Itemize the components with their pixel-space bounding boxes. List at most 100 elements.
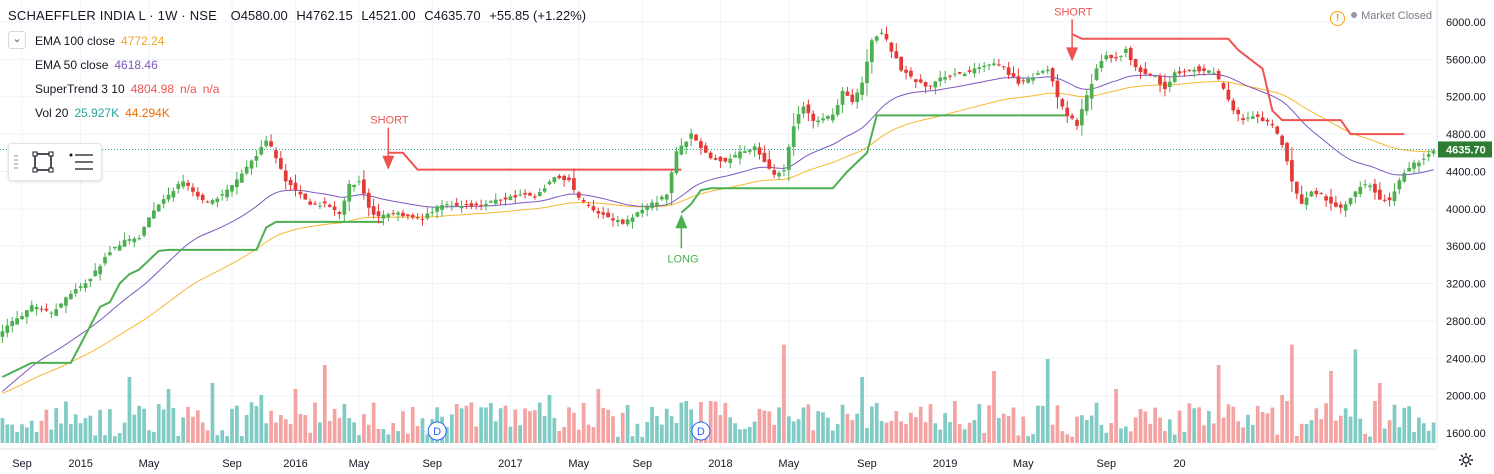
candle-down [1075,120,1079,126]
indicator-name: SuperTrend 3 10 [35,82,125,96]
candle-up [1250,116,1255,119]
symbol-title[interactable]: SCHAEFFLER INDIA L · 1W · NSE [8,8,218,23]
candle-up [552,177,557,183]
candle-up [73,289,78,294]
volume-bar [913,417,918,443]
candle-down [591,206,596,211]
candle-down [1060,99,1065,107]
candle-down [1329,196,1333,204]
candle-down [1324,196,1328,201]
ema-100-line [2,80,1434,394]
volume-bar [1138,408,1143,443]
candle-up [108,252,112,256]
volume-bar [1387,420,1392,443]
price-tick-label: 5600.00 [1446,54,1486,66]
volume-bar [948,422,952,443]
candle-down [1070,115,1074,119]
volume-bar [1045,359,1050,443]
candle-down [1260,117,1265,122]
volume-bar [464,405,469,443]
volume-bar [581,402,586,443]
volume-bar [874,402,879,443]
volume-bar [996,417,1001,443]
volume-bar [884,422,889,443]
open-value: O4580.00 [230,8,288,23]
volume-bar [459,408,464,443]
volume-bar [332,408,337,443]
candle-up [459,206,464,209]
price-axis[interactable]: 6000.00 5600.00 5200.00 4800.00 4400.00 4000.… [0,0,1492,448]
volume-bar [1231,406,1236,443]
volume-bar [977,404,982,443]
gear-icon[interactable] [1458,452,1474,468]
legend-supertrend[interactable]: SuperTrend 3 10 4804.98 n/a n/a [35,82,219,96]
legend-ema-100[interactable]: EMA 100 close 4772.24 [35,34,164,48]
volume-bar [616,436,620,443]
volume-bar [88,415,93,443]
price-tick-label: 4800.00 [1446,129,1486,141]
volume-bar [259,395,264,443]
volume-bar [899,421,904,443]
volume-bar [757,408,762,443]
candle-up [357,181,361,183]
candle-up [1089,84,1094,99]
rectangle-select-icon[interactable] [31,150,55,174]
market-status[interactable]: ! Market Closed [1330,10,1432,26]
volume-bar [1290,344,1294,443]
volume-bar [713,401,718,443]
candle-up [132,238,137,243]
volume-bar [127,377,132,443]
candle-up [49,312,54,314]
volume-bar [1270,407,1275,443]
volume-bar [630,436,635,443]
candle-down [1143,68,1148,74]
legend-volume[interactable]: Vol 20 25.927K 44.294K [35,106,170,120]
candle-down [278,158,283,169]
volume-bar [625,404,630,443]
volume-bar [728,417,733,443]
candle-up [1417,162,1421,167]
time-axis[interactable]: Sep 2015 May Sep 2016 May Sep 2017 May Sep 2018 May… [0,448,1437,470]
legend-ema-50[interactable]: EMA 50 close 4618.46 [35,58,158,72]
last-price-badge [1438,141,1492,158]
candle-down [532,196,537,198]
candle-down [1055,80,1060,98]
object-tree-icon[interactable] [67,150,95,174]
volume-bar [1299,423,1304,443]
price-tick-label: 4000.00 [1446,204,1486,216]
dividend-marker [427,421,447,441]
drag-handle-icon[interactable] [14,154,18,170]
volume-bar [186,406,190,443]
volume-bar [308,432,313,443]
time-tick-label: 2019 [933,458,957,470]
volume-bar [967,422,972,443]
candle-up [747,149,752,152]
volume-bar [1358,418,1363,443]
indicator-value-2: n/a [180,82,197,96]
volume-bar [532,410,537,443]
indicator-value-2: 44.294K [125,106,170,120]
candle-up [684,141,689,148]
time-tick-label: Sep [422,458,442,470]
collapse-legend-button[interactable]: ⌄ [8,31,26,49]
volume-bar [1036,405,1040,443]
volume-bar [1084,420,1089,443]
candle-up [796,114,801,124]
candle-down [1299,194,1304,204]
candle-up [542,188,547,192]
candle-up [20,316,24,320]
candle-up [440,205,444,210]
volume-bar [733,423,737,443]
candle-up [156,204,161,212]
candle-up [669,172,674,194]
volume-bar [288,424,293,443]
candle-down [1114,57,1118,59]
volume-bar [1255,405,1260,443]
candle-up [689,133,693,139]
candle-up [318,205,322,207]
drawing-toolbox[interactable] [8,143,102,181]
candle-up [982,65,987,68]
volume-bar [938,429,943,443]
volume-bar [1094,402,1099,443]
